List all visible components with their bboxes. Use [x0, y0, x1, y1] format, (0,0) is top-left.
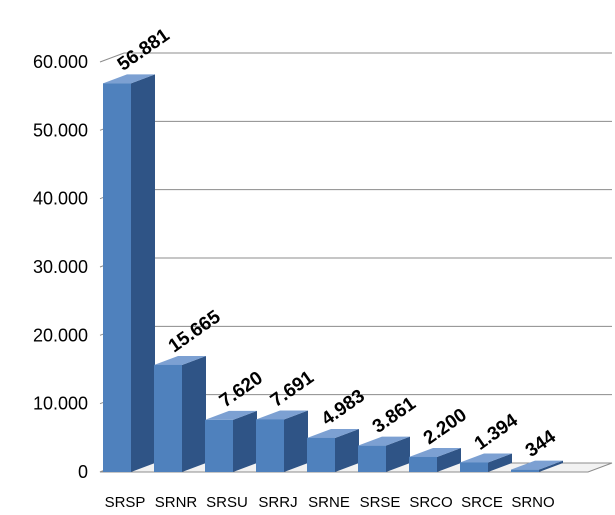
- bar-front: [511, 469, 539, 472]
- bar: [103, 74, 155, 472]
- x-tick-label: SRNO: [511, 494, 554, 511]
- bar: [307, 428, 359, 472]
- bar: [460, 453, 512, 472]
- bar: [205, 410, 257, 472]
- bar-side: [437, 447, 461, 472]
- x-tick-label: SRRJ: [258, 494, 297, 511]
- bar-front: [154, 364, 182, 472]
- bar-side: [488, 453, 512, 472]
- bar-side: [182, 355, 206, 472]
- data-label: 1.394: [471, 410, 522, 455]
- x-axis-categories: SRSP SRNR SRSU SRRJ SRNE SRSE SRCO SRCE SRNO: [105, 494, 555, 511]
- x-tick-label: SRSE: [360, 494, 401, 511]
- data-label: 56.881: [114, 25, 174, 76]
- bar: [511, 460, 563, 472]
- bars: [103, 74, 563, 472]
- bar-top: [256, 410, 308, 420]
- bar: [409, 447, 461, 472]
- bar-top: [511, 460, 563, 470]
- bar-front: [409, 456, 437, 472]
- bar-top: [103, 74, 155, 84]
- x-tick-label: SRNR: [155, 494, 198, 511]
- gridline: [99, 257, 612, 268]
- y-axis-ticks: 0 10.000 20.000 30.000 40.000 50.000 60.000: [33, 52, 88, 482]
- y-tick-label: 50.000: [33, 120, 88, 140]
- data-label: 15.665: [165, 306, 225, 357]
- gridline: [99, 120, 612, 131]
- bar-front: [358, 445, 386, 472]
- bar-front: [103, 83, 131, 472]
- data-label: 7.691: [267, 367, 318, 412]
- gridline: [99, 52, 612, 63]
- bar: [154, 355, 206, 472]
- y-tick-label: 0: [78, 462, 88, 482]
- bar-side: [233, 410, 257, 472]
- bar-top: [358, 436, 410, 446]
- x-tick-label: SRCE: [461, 494, 503, 511]
- bar-top: [409, 447, 461, 457]
- bar-top: [460, 453, 512, 463]
- y-tick-label: 20.000: [33, 325, 88, 345]
- data-label: 344: [522, 426, 560, 462]
- y-tick-label: 40.000: [33, 189, 88, 209]
- gridline: [99, 189, 612, 200]
- bar-front: [205, 419, 233, 472]
- bar-front: [307, 437, 335, 472]
- bar-side: [386, 436, 410, 472]
- bar-side: [131, 74, 155, 472]
- bar-side: [284, 410, 308, 472]
- bar-side: [335, 428, 359, 472]
- x-tick-label: SRNE: [308, 494, 350, 511]
- y-tick-label: 60.000: [33, 52, 88, 72]
- bar-front: [460, 462, 488, 472]
- data-label: 2.200: [420, 405, 471, 449]
- bar-top: [307, 428, 359, 438]
- bar-side: [539, 460, 563, 472]
- bar: [256, 410, 308, 472]
- x-tick-label: SRSU: [206, 494, 248, 511]
- bar: [358, 436, 410, 472]
- bar-top: [154, 355, 206, 365]
- data-label: 3.861: [369, 393, 420, 438]
- y-tick-label: 10.000: [33, 394, 88, 414]
- bar-front: [256, 419, 284, 472]
- bar-top: [205, 410, 257, 420]
- x-tick-label: SRCO: [409, 494, 452, 511]
- data-label: 7.620: [216, 368, 267, 412]
- data-label: 4.983: [318, 386, 369, 430]
- y-tick-label: 30.000: [33, 257, 88, 277]
- x-tick-label: SRSP: [105, 494, 146, 511]
